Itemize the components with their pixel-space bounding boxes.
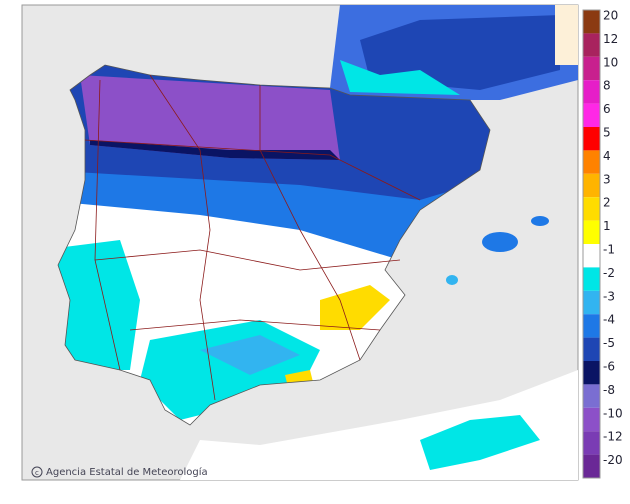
legend-swatch [583, 267, 600, 291]
legend-swatch [583, 173, 600, 198]
legend-swatch [583, 361, 600, 385]
legend-swatch [583, 384, 600, 408]
legend-swatch [583, 314, 600, 338]
legend-label: 12 [603, 32, 618, 46]
legend-label: 8 [603, 79, 611, 93]
legend-frame [582, 9, 601, 479]
legend-swatch [583, 150, 600, 174]
legend-label: -20 [603, 453, 623, 467]
legend-swatch [583, 454, 600, 478]
legend-swatch [583, 220, 600, 244]
legend-label: 10 [603, 55, 618, 69]
legend-swatch [583, 244, 600, 268]
legend-swatch [583, 407, 600, 432]
legend-swatch [583, 127, 600, 151]
legend-label: -5 [603, 336, 615, 350]
legend-label: -2 [603, 266, 615, 280]
legend-swatch [583, 56, 600, 81]
legend: 20 12 10 8 6 5 4 3 2 1 -1 -2 -3 -4 -5 -6 -8 -10 -12 -20 [582, 9, 623, 479]
legend-label: 5 [603, 126, 611, 140]
copyright-icon [31, 466, 43, 478]
ibiza [446, 275, 458, 285]
legend-swatch [583, 10, 600, 34]
legend-label: -3 [603, 289, 615, 303]
legend-label: 6 [603, 102, 611, 116]
legend-swatch [583, 103, 600, 127]
legend-swatch [583, 33, 600, 57]
legend-swatch [583, 197, 600, 221]
legend-label: -8 [603, 383, 615, 397]
france-coast [340, 60, 460, 95]
africa-cold [420, 415, 540, 470]
mallorca [482, 232, 518, 252]
legend-label: -12 [603, 430, 623, 444]
legend-swatch [583, 290, 600, 315]
borders [84, 74, 421, 401]
legend-label: -4 [603, 313, 615, 327]
legend-swatch [583, 431, 600, 455]
legend-swatch [583, 337, 600, 361]
legend-label: 2 [603, 196, 611, 210]
legend-label: -10 [603, 406, 623, 420]
legend-label: 4 [603, 149, 611, 163]
credit: Agencia Estatal de Meteorología [46, 466, 208, 478]
legend-swatch [583, 80, 600, 104]
legend-label: -6 [603, 360, 615, 374]
legend-label: -1 [603, 243, 615, 257]
legend-label: 3 [603, 172, 611, 186]
copyright-c: c [35, 469, 39, 477]
menorca [531, 216, 549, 226]
legend-label: 1 [603, 219, 611, 233]
alps [555, 5, 578, 65]
legend-label: 20 [603, 9, 618, 23]
